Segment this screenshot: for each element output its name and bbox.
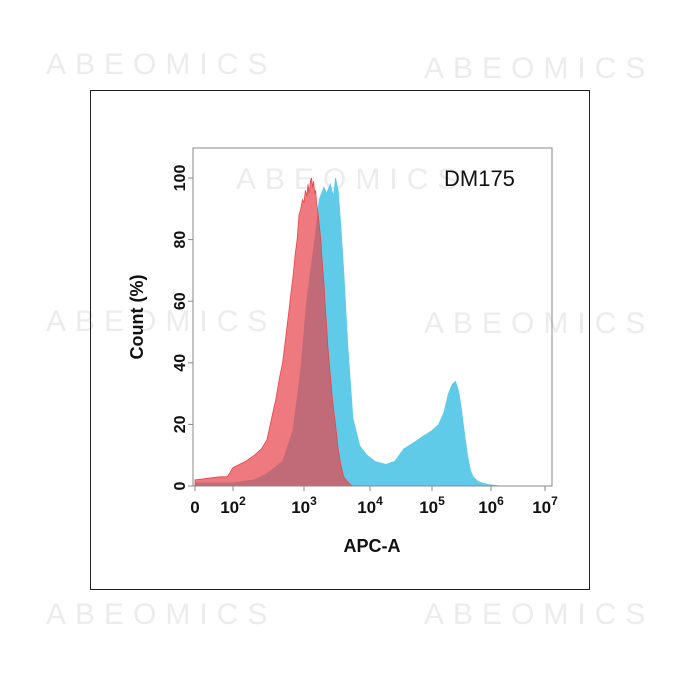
- x-tick-base: 10: [419, 498, 438, 517]
- x-tick-exponent: 4: [376, 494, 383, 508]
- y-tick-label: 40: [172, 354, 189, 372]
- x-tick-exponent: 6: [497, 494, 504, 508]
- watermark-text: ABEOMICS: [424, 307, 655, 340]
- x-tick-label: 104: [357, 494, 383, 517]
- watermark-text: ABEOMICS: [424, 52, 655, 85]
- x-tick-label: 103: [291, 494, 317, 517]
- x-tick-base: 0: [190, 498, 199, 517]
- watermark-text: ABEOMICS: [236, 163, 467, 196]
- x-tick-base: 10: [478, 498, 497, 517]
- x-tick-exponent: 5: [438, 494, 445, 508]
- x-tick-label: 105: [419, 494, 445, 517]
- x-tick-label: 107: [532, 494, 558, 517]
- x-tick-base: 10: [220, 498, 239, 517]
- y-tick-label: 100: [172, 165, 189, 192]
- x-tick-base: 10: [357, 498, 376, 517]
- x-axis-label: APC-A: [344, 536, 401, 556]
- histogram-area-2: [194, 177, 354, 487]
- histogram-area-1: [194, 177, 501, 487]
- y-tick-label: 20: [172, 415, 189, 433]
- watermark-text: ABEOMICS: [46, 305, 277, 338]
- x-tick-exponent: 2: [239, 494, 246, 508]
- chart-annotation: DM175: [444, 166, 515, 191]
- watermark-text: ABEOMICS: [46, 48, 277, 81]
- x-tick-base: 10: [291, 498, 310, 517]
- plot-box: [192, 147, 553, 487]
- y-axis-label: Count (%): [127, 275, 147, 360]
- x-tick-exponent: 7: [551, 494, 558, 508]
- watermark-text: ABEOMICS: [46, 598, 277, 631]
- x-tick-label: 106: [478, 494, 504, 517]
- figure-frame: [90, 90, 590, 590]
- x-tick-label: 102: [220, 494, 246, 517]
- watermark-text: ABEOMICS: [424, 598, 655, 631]
- x-tick-base: 10: [532, 498, 551, 517]
- y-tick-label: 80: [172, 231, 189, 249]
- x-tick-label: 0: [190, 498, 199, 517]
- y-tick-label: 0: [172, 481, 189, 490]
- y-tick-label: 60: [172, 292, 189, 310]
- x-tick-exponent: 3: [310, 494, 317, 508]
